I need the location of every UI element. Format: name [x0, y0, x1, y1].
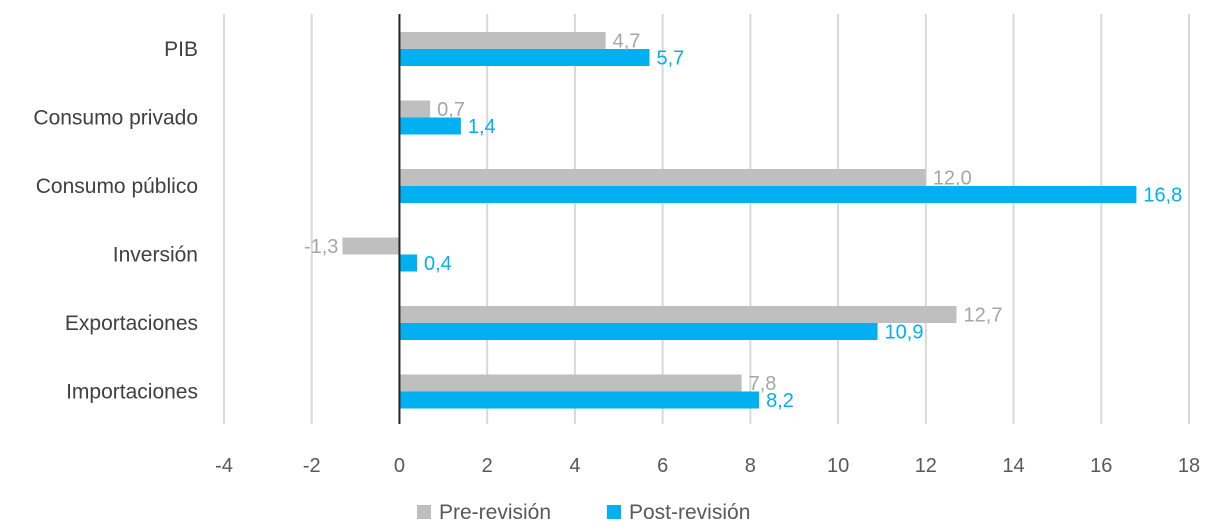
- data-label: 7,8: [749, 373, 777, 395]
- x-tick-label: -2: [303, 455, 321, 477]
- x-tick-labels: -4 -2 0 2 4 6 8 10 12 14 16 18: [215, 455, 1200, 477]
- x-tick-label: 18: [1178, 455, 1200, 477]
- bars: [342, 32, 1137, 409]
- bar: [399, 306, 957, 323]
- data-label: 4,7: [613, 31, 641, 53]
- x-tick-label: 2: [482, 455, 493, 477]
- legend-label: Pre-revisión: [439, 501, 551, 524]
- category-label: Inversión: [113, 244, 198, 267]
- category-label: Consumo privado: [33, 107, 198, 130]
- data-label: 0,4: [424, 253, 452, 275]
- bar: [399, 169, 926, 186]
- category-label: Importaciones: [66, 381, 198, 404]
- bar: [399, 374, 742, 392]
- legend-swatch: [607, 505, 621, 519]
- bar: [399, 391, 760, 409]
- category-label: PIB: [164, 38, 198, 61]
- bar: [342, 237, 400, 255]
- x-tick-label: 10: [827, 455, 849, 477]
- x-tick-label: 4: [569, 455, 580, 477]
- bar: [399, 49, 650, 66]
- category-label: Consumo público: [36, 175, 198, 198]
- x-tick-label: 6: [657, 455, 668, 477]
- gridlines: [223, 14, 1190, 424]
- x-tick-label: 14: [1002, 455, 1024, 477]
- category-label: Exportaciones: [65, 312, 198, 335]
- legend-label: Post-revisión: [629, 501, 750, 524]
- category-labels: PIB Consumo privado Consumo público Inversi…: [33, 38, 198, 404]
- x-tick-label: -4: [215, 455, 233, 477]
- bar: [399, 100, 431, 118]
- data-label: 8,2: [766, 390, 794, 412]
- data-label: 12,7: [964, 305, 1003, 327]
- data-label: -1,3: [304, 236, 338, 258]
- x-tick-label: 8: [745, 455, 756, 477]
- bar: [399, 186, 1137, 203]
- legend-swatch: [417, 505, 431, 519]
- x-tick-label: 16: [1090, 455, 1112, 477]
- bar: [399, 323, 878, 340]
- x-tick-label: 0: [394, 455, 405, 477]
- legend: Pre-revisión Post-revisión: [417, 501, 750, 524]
- bar: [399, 32, 606, 49]
- data-label: 16,8: [1143, 185, 1182, 207]
- data-label: 12,0: [933, 168, 972, 190]
- data-label: 0,7: [437, 99, 465, 121]
- data-labels: 4,7 5,7 0,71,4 12,0 16,8 -1,3 0,4 12,7 10,9 7,88,…: [304, 31, 1182, 413]
- data-label: 10,9: [885, 322, 924, 344]
- bar: [399, 254, 417, 272]
- x-tick-label: 12: [915, 455, 937, 477]
- data-label: 1,4: [468, 116, 496, 138]
- data-label: 5,7: [656, 48, 684, 70]
- bar: [399, 117, 461, 135]
